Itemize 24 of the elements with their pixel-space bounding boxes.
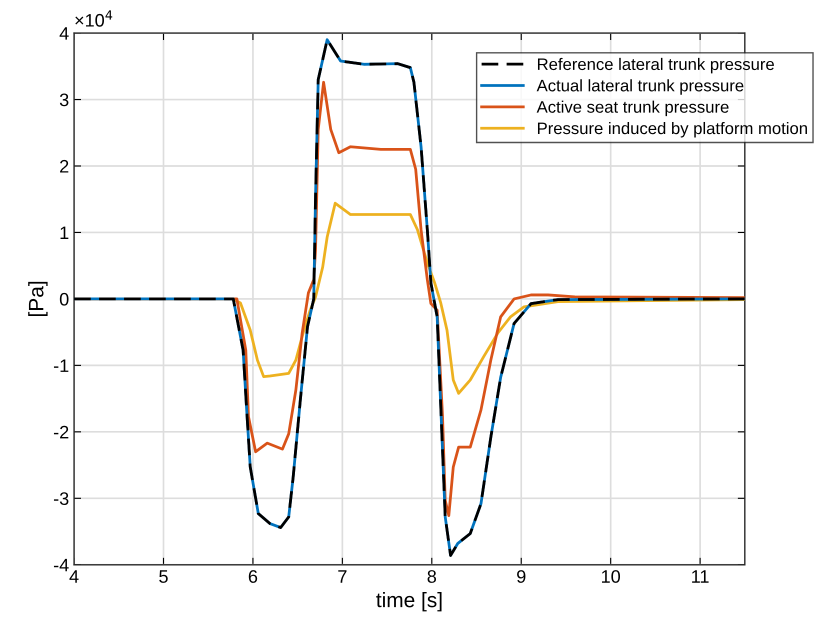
legend-label: Pressure induced by platform motion [538,122,807,138]
x-tick-label: 10 [602,570,620,583]
y-tick-label: -4 [54,558,69,572]
y-tick-label: 1 [60,226,68,239]
x-tick-label: 5 [159,570,168,583]
x-axis-title: time [s] [376,592,442,612]
x-tick-label: 4 [69,570,79,583]
y-tick-label: -2 [54,426,68,438]
x-tick-label: 7 [338,570,346,583]
y-tick-label: 2 [60,160,68,173]
legend-label: Reference lateral trunk pressure [538,58,774,74]
x-tick-label: 11 [692,570,709,583]
x-tick-label: 9 [517,570,526,583]
text: ×10$^{4}$ [75,10,112,27]
x-tick-label: 8 [428,570,436,583]
x-tick-label: 6 [248,570,258,583]
legend-label: Actual lateral trunk pressure [536,79,744,95]
y-axis-title: [Pa] [28,282,48,316]
y-tick-label: 4 [60,27,69,40]
y-tick-label: 0 [60,292,69,306]
y-tick-label: -1 [54,360,68,372]
legend-label: Active seat trunk pressure [536,100,729,116]
y-tick-label: 3 [60,93,68,106]
y-tick-label: -3 [54,492,68,506]
